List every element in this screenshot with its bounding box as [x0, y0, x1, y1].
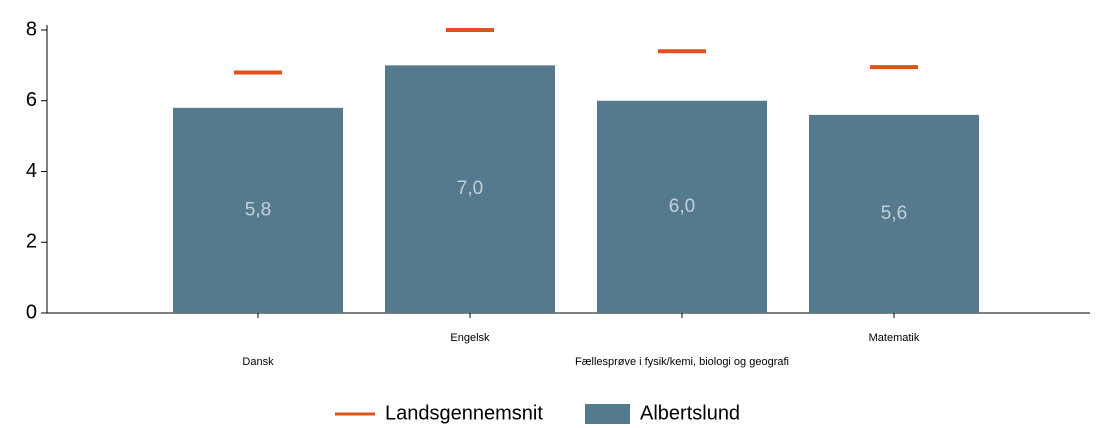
data-label: 5,6: [881, 203, 907, 224]
data-label: 5,8: [245, 199, 271, 220]
bar: [809, 114, 979, 314]
x-tick-label: Matematik: [869, 332, 920, 344]
x-tick-label: Dansk: [242, 356, 274, 368]
data-label: 6,0: [669, 196, 695, 217]
legend-label: Albertslund: [640, 402, 740, 424]
y-tick-label: 8: [26, 18, 37, 40]
y-tick-label: 6: [26, 89, 37, 111]
legend-swatch: [585, 404, 630, 424]
y-tick-label: 2: [26, 231, 37, 253]
x-tick-label: Engelsk: [450, 332, 490, 344]
x-tick-label: Fællesprøve i fysik/kemi, biologi og geo…: [575, 356, 789, 368]
y-tick-label: 0: [26, 301, 37, 323]
bar: [385, 65, 555, 313]
bar: [173, 107, 343, 313]
y-tick-label: 4: [26, 160, 37, 182]
bar: [597, 100, 767, 313]
data-label: 7,0: [457, 178, 483, 199]
legend-label: Landsgennemsnit: [385, 402, 543, 424]
